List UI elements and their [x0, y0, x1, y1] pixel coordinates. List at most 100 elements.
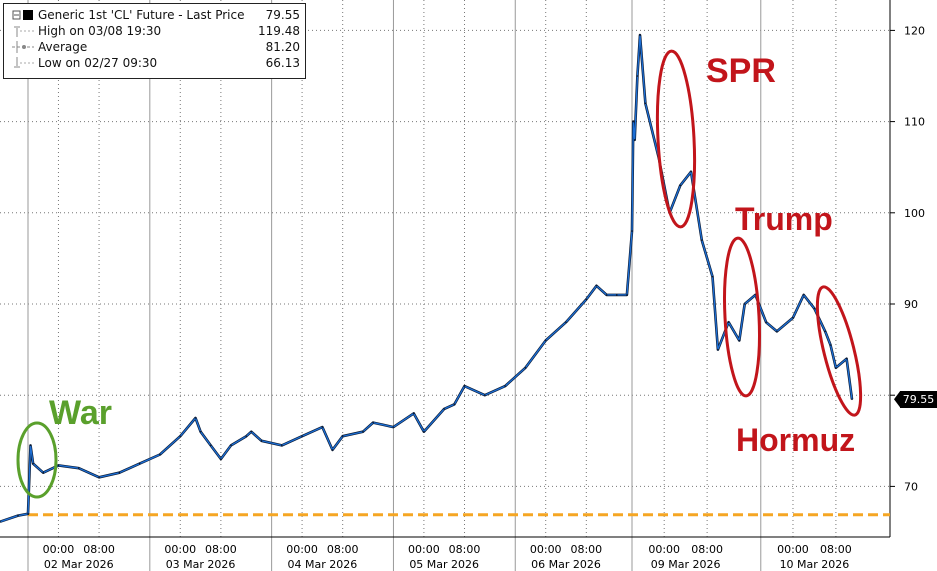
price-point [690, 170, 692, 173]
legend-row-average: Average 81.20 [4, 39, 305, 55]
x-day-label: 05 Mar 2026 [409, 558, 479, 571]
price-point [138, 462, 141, 465]
y-tick-label: 100 [904, 207, 925, 220]
price-point [802, 294, 805, 296]
legend-toggle-icon[interactable] [12, 9, 34, 21]
price-point [727, 321, 730, 324]
price-point [29, 444, 32, 447]
price-point [615, 294, 618, 296]
price-point [392, 426, 395, 428]
trump-label: Trump [735, 201, 833, 237]
price-point [738, 339, 741, 342]
x-time-label: 08:00 [820, 543, 852, 556]
grid [0, 0, 890, 571]
last-price-tag: 79.55 [900, 391, 937, 408]
price-point [412, 412, 415, 415]
price-point [159, 453, 161, 456]
war-circle [16, 421, 58, 499]
price-point [585, 298, 588, 301]
legend-high-value: 119.48 [258, 24, 300, 38]
last-price-pointer [894, 391, 900, 408]
price-point [633, 139, 636, 141]
price-point [32, 462, 34, 465]
price-point [118, 471, 121, 474]
annotations: War SPR Trump Hormuz [16, 49, 863, 499]
y-tick-label: 110 [904, 116, 925, 129]
price-point [250, 430, 253, 433]
price-point [639, 34, 641, 36]
x-time-label: 00:00 [164, 543, 196, 556]
price-point [824, 330, 826, 333]
legend-high-label: High on 03/08 19:30 [38, 24, 162, 38]
x-day-label: 06 Mar 2026 [531, 558, 601, 571]
legend-row-high: High on 03/08 19:30 119.48 [4, 23, 305, 39]
price-point [813, 307, 816, 310]
price-point [199, 430, 202, 433]
price-point [851, 398, 853, 401]
price-point [341, 435, 344, 438]
price-point [42, 471, 45, 474]
price-point [463, 385, 466, 387]
price-point [443, 408, 446, 410]
spr-circle [655, 49, 697, 229]
legend-low-value: 66.13 [265, 56, 300, 70]
price-point [77, 467, 80, 469]
legend-series-title: Generic 1st 'CL' Future - Last Price [38, 8, 245, 22]
price-point [321, 426, 324, 428]
x-time-label: 08:00 [205, 543, 237, 556]
legend-row-series: Generic 1st 'CL' Future - Last Price 79.… [4, 7, 305, 23]
price-point [835, 367, 837, 369]
price-point [362, 430, 364, 433]
high-marker-icon [12, 25, 34, 37]
x-day-label: 04 Mar 2026 [288, 558, 358, 571]
price-point [504, 385, 506, 387]
price-point [711, 275, 714, 278]
price-point [605, 294, 608, 296]
price-point [230, 444, 232, 447]
price-point [220, 458, 222, 460]
y-tick-label: 90 [904, 298, 918, 311]
price-point [626, 294, 628, 296]
x-time-label: 08:00 [327, 543, 359, 556]
price-point [717, 348, 719, 351]
x-day-label: 02 Mar 2026 [44, 558, 114, 571]
price-point [743, 303, 746, 305]
legend-average-label: Average [38, 40, 88, 54]
x-time-label: 08:00 [691, 543, 723, 556]
legend-low-label: Low on 02/27 09:30 [38, 56, 158, 70]
price-point [776, 330, 778, 333]
price-point [331, 449, 334, 451]
price-point [423, 430, 425, 433]
price-point [631, 230, 633, 232]
price-point [792, 316, 794, 319]
price-point [17, 514, 19, 517]
y-tick-label: 70 [904, 480, 918, 493]
price-point [700, 239, 703, 241]
price-point [57, 464, 60, 467]
price-point [0, 520, 1, 523]
price-point [245, 435, 248, 438]
legend: Generic 1st 'CL' Future - Last Price 79.… [3, 3, 306, 79]
x-day-label: 10 Mar 2026 [780, 558, 850, 571]
series [0, 33, 890, 523]
price-point [765, 321, 767, 324]
legend-average-value: 81.20 [265, 40, 300, 54]
x-time-label: 00:00 [43, 543, 75, 556]
legend-series-value: 79.55 [265, 8, 300, 22]
price-point [27, 512, 29, 515]
price-point [301, 435, 303, 438]
price-point [453, 403, 456, 406]
x-time-label: 00:00 [408, 543, 440, 556]
price-point [644, 102, 647, 105]
legend-row-low: Low on 02/27 09:30 66.13 [4, 55, 305, 71]
price-point [565, 321, 567, 324]
price-point [194, 417, 197, 419]
price-point [829, 344, 832, 346]
price-point [484, 394, 486, 397]
x-time-label: 00:00 [530, 543, 562, 556]
price-point [98, 476, 100, 479]
hormuz-circle [815, 285, 863, 417]
hormuz-label: Hormuz [736, 422, 855, 458]
